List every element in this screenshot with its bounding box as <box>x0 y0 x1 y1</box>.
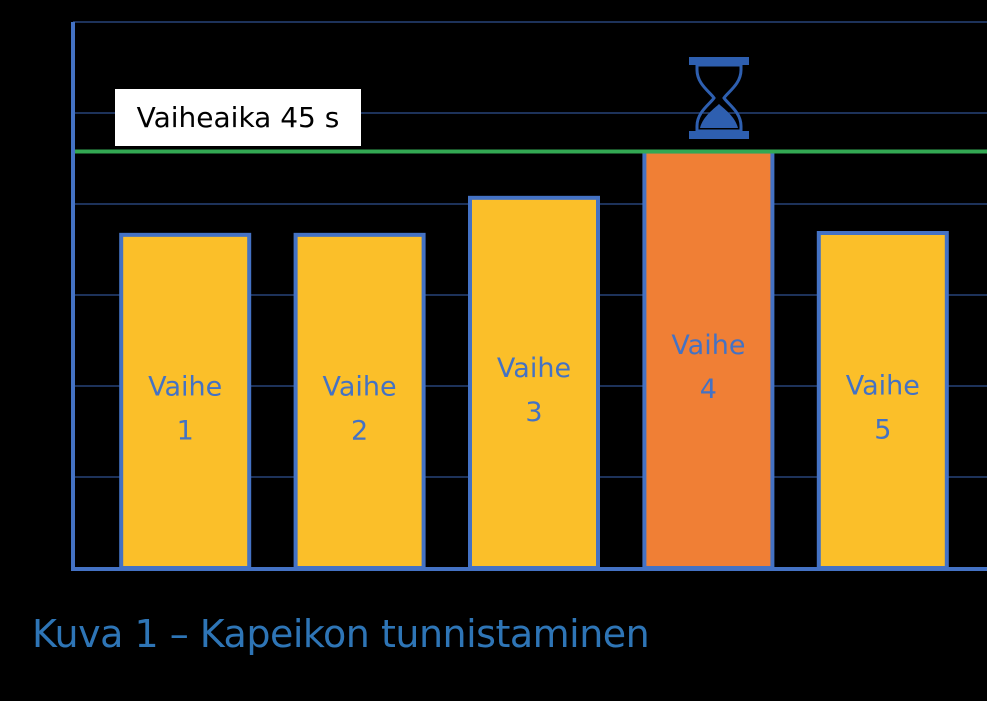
bar-label: Vaihe 5 <box>846 370 920 445</box>
reference-label: Vaiheaika 45 s <box>137 101 340 134</box>
bar-label: Vaihe 3 <box>497 353 571 428</box>
bar-labels: Vaihe 1 Vaihe 2 Vaihe 3 Vaihe 4 Vaihe 5 <box>148 330 920 447</box>
figure-caption: Kuva 1 – Kapeikon tunnistaminen <box>32 612 650 656</box>
bar <box>816 230 949 570</box>
bar-label: Vaihe 4 <box>671 330 745 405</box>
axes <box>71 22 987 571</box>
bar <box>468 195 600 570</box>
bar-label: Vaihe 2 <box>323 371 397 446</box>
bar <box>293 232 426 571</box>
hourglass-icon <box>689 57 749 139</box>
reference-callout: Vaiheaika 45 s <box>115 89 361 146</box>
callout-box <box>115 89 361 146</box>
bar-label: Vaihe 1 <box>148 371 222 446</box>
